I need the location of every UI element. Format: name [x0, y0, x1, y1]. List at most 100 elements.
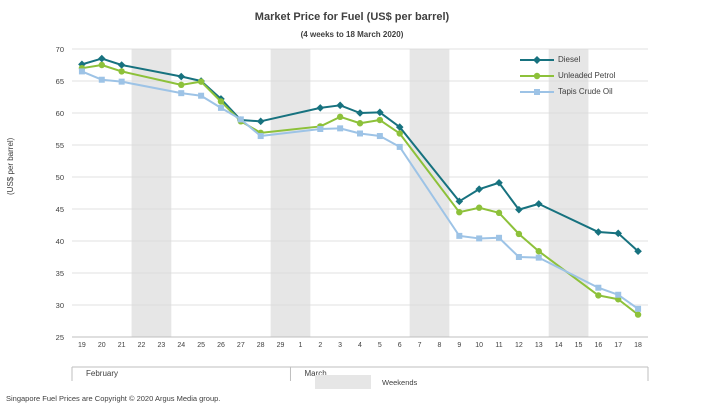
x-tick-label: 20: [98, 342, 106, 349]
data-point-unleaded-petrol: [98, 61, 105, 69]
data-point-unleaded-petrol: [515, 230, 523, 238]
data-point-tapis-crude-oil: [78, 68, 85, 75]
x-tick-label: 28: [257, 342, 265, 349]
data-point-unleaded-petrol: [376, 116, 384, 124]
y-tick-label: 70: [56, 45, 64, 54]
data-point-unleaded-petrol: [118, 68, 125, 75]
x-tick-label: 19: [78, 342, 86, 349]
copyright-footer: Singapore Fuel Prices are Copyright © 20…: [6, 394, 221, 403]
x-tick-label: 3: [338, 342, 342, 349]
weekend-shade-1: [270, 49, 311, 337]
data-point-tapis-crude-oil: [515, 254, 522, 260]
data-point-tapis-crude-oil: [635, 305, 642, 312]
legend-label-tapis-crude-oil: Tapis Crude Oil: [558, 87, 613, 96]
data-point-diesel: [97, 54, 106, 63]
data-point-diesel: [634, 247, 642, 256]
data-point-diesel: [594, 228, 603, 236]
y-tick-label: 65: [56, 77, 64, 86]
data-point-tapis-crude-oil: [396, 143, 403, 150]
y-tick-label: 25: [56, 333, 64, 342]
data-point-diesel: [515, 205, 523, 214]
x-tick-label: 29: [277, 342, 285, 349]
data-point-unleaded-petrol: [495, 209, 503, 217]
x-tick-label: 13: [535, 342, 543, 349]
data-point-diesel: [534, 200, 543, 208]
data-point-tapis-crude-oil: [357, 130, 363, 137]
data-point-tapis-crude-oil: [535, 254, 542, 261]
weekends-swatch: [315, 375, 371, 389]
data-point-unleaded-petrol: [475, 204, 483, 211]
data-point-tapis-crude-oil: [376, 133, 383, 140]
data-point-unleaded-petrol: [178, 81, 185, 89]
x-tick-label: 11: [495, 342, 502, 349]
x-tick-label: 23: [157, 342, 165, 349]
data-point-diesel: [256, 117, 265, 126]
data-point-tapis-crude-oil: [118, 78, 125, 85]
data-point-tapis-crude-oil: [337, 125, 344, 132]
data-point-diesel: [117, 61, 126, 69]
data-point-tapis-crude-oil: [496, 234, 503, 241]
x-tick-label: 9: [457, 342, 461, 349]
data-point-diesel: [177, 72, 186, 81]
y-tick-label: 55: [56, 141, 64, 150]
data-point-diesel: [376, 108, 384, 117]
x-tick-label: 24: [177, 342, 185, 349]
month-label: February: [86, 369, 118, 378]
x-tick-label: 22: [138, 342, 146, 349]
x-tick-label: 25: [197, 342, 205, 349]
data-point-tapis-crude-oil: [237, 116, 244, 123]
x-tick-label: 17: [614, 342, 622, 349]
y-tick-label: 60: [56, 109, 64, 118]
x-tick-label: 27: [237, 342, 245, 349]
x-tick-label: 21: [118, 342, 126, 349]
x-tick-label: 16: [594, 342, 602, 349]
x-tick-label: 6: [398, 342, 402, 349]
data-point-tapis-crude-oil: [317, 126, 324, 132]
data-point-diesel: [395, 123, 404, 131]
x-tick-label: 15: [575, 342, 583, 349]
weekends-label: Weekends: [382, 378, 418, 387]
y-tick-label: 50: [56, 173, 64, 182]
x-tick-label: 12: [515, 342, 523, 349]
data-point-tapis-crude-oil: [257, 133, 264, 140]
y-tick-label: 40: [56, 237, 64, 246]
weekend-shade-3: [548, 49, 589, 337]
data-point-unleaded-petrol: [535, 248, 542, 255]
x-tick-label: 8: [437, 342, 441, 349]
weekend-shade-0: [131, 49, 172, 337]
legend-label-unleaded-petrol: Unleaded Petrol: [558, 71, 616, 80]
data-point-unleaded-petrol: [595, 292, 602, 299]
data-point-tapis-crude-oil: [615, 291, 622, 298]
data-point-diesel: [614, 229, 623, 238]
data-point-unleaded-petrol: [356, 120, 364, 127]
data-point-diesel: [475, 185, 483, 193]
data-point-unleaded-petrol: [396, 130, 403, 137]
data-point-unleaded-petrol: [217, 98, 225, 105]
data-point-unleaded-petrol: [634, 311, 642, 318]
data-point-tapis-crude-oil: [217, 104, 224, 111]
y-tick-label: 30: [56, 301, 64, 310]
x-tick-label: 18: [634, 342, 642, 349]
data-point-tapis-crude-oil: [595, 284, 602, 291]
x-tick-label: 14: [555, 342, 563, 349]
data-point-tapis-crude-oil: [178, 90, 185, 97]
data-point-tapis-crude-oil: [198, 92, 205, 99]
x-tick-label: 2: [318, 342, 322, 349]
data-point-unleaded-petrol: [456, 209, 463, 216]
month-label: March: [304, 369, 326, 378]
x-tick-label: 26: [217, 342, 225, 349]
chart-title: Market Price for Fuel (US$ per barrel): [254, 11, 450, 23]
x-tick-label: 1: [298, 342, 302, 349]
data-point-unleaded-petrol: [336, 113, 344, 121]
x-tick-label: 10: [475, 342, 483, 349]
data-point-diesel: [495, 178, 503, 187]
data-point-diesel: [455, 197, 464, 206]
legend-label-diesel: Diesel: [558, 55, 581, 64]
data-point-tapis-crude-oil: [98, 76, 105, 83]
data-point-unleaded-petrol: [197, 78, 205, 85]
y-tick-label: 45: [56, 205, 64, 214]
data-point-diesel: [316, 104, 325, 112]
x-tick-label: 4: [358, 342, 362, 349]
data-point-diesel: [336, 101, 344, 110]
